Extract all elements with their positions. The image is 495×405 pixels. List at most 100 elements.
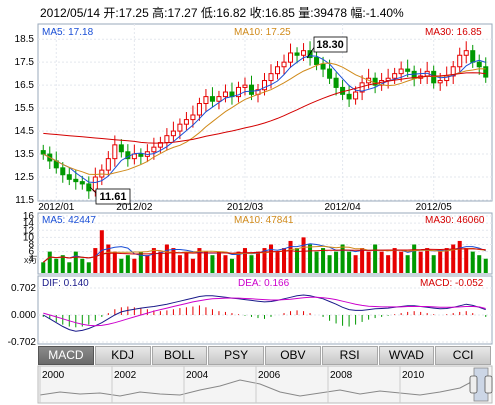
candle-body (353, 91, 359, 100)
volume-ma30-line (42, 248, 486, 263)
change-value: -1.40% (365, 6, 404, 20)
candlestick (125, 144, 131, 167)
price-y-ticks: 18.5 17.5 16.5 15.5 14.5 13.5 12.5 11.5 (15, 34, 35, 206)
price-x-tick-label: 2012/04 (325, 202, 362, 213)
indicator-tabs: MACD KDJ BOLL PSY OBV RSI WVAD CCI (38, 346, 492, 365)
candle-body (242, 84, 248, 88)
volume-y-tick-label: 4 (28, 254, 34, 265)
candlestick (320, 56, 326, 78)
price-ma30-label: MA30: 16.85 (425, 27, 482, 38)
volume-bar (151, 248, 156, 273)
candle-body (79, 181, 85, 185)
candle-body (476, 61, 482, 68)
volume-bar (80, 258, 85, 273)
price-grid (38, 24, 492, 201)
timeline-handle-left[interactable] (469, 375, 478, 394)
volume-bar (431, 255, 436, 273)
candle-body (294, 52, 300, 56)
high-value: 17.27 (167, 6, 198, 20)
candle-body (60, 167, 66, 176)
volume-bar (210, 255, 215, 273)
tab-psy[interactable]: PSY (208, 346, 264, 365)
ma5-line (43, 55, 486, 184)
price-ma10-label: MA10: 17.25 (234, 27, 291, 38)
candle-body (138, 153, 144, 157)
candle-body (112, 144, 118, 160)
candlestick (281, 54, 287, 75)
volume-bar (255, 251, 261, 273)
price-x-tick-label: 2012/01 (38, 202, 75, 213)
candle-body (92, 176, 98, 192)
volume-bar (321, 248, 326, 273)
ma30-line (43, 72, 486, 144)
candle-body (470, 50, 476, 63)
timeline-year-label: 2002 (114, 370, 137, 381)
candlestick (483, 57, 489, 83)
volume-bar (327, 255, 332, 273)
candle-body (372, 77, 378, 86)
price-panel-frame (37, 23, 493, 202)
volume-bar (379, 251, 384, 273)
candle-body (437, 80, 443, 84)
tab-boll[interactable]: BOLL (151, 346, 208, 365)
volume-bar (295, 248, 300, 273)
timeline-year-label: 2000 (42, 370, 65, 381)
candlestick (411, 65, 417, 87)
volume-bar (347, 251, 352, 273)
volume-y-tick-label: 12 (23, 225, 35, 236)
dea-line (43, 296, 486, 327)
volume-bar (262, 248, 267, 273)
candle-body (457, 54, 463, 68)
volume-bar (386, 255, 391, 273)
volume-bar (125, 255, 130, 273)
tab-cci[interactable]: CCI (435, 346, 491, 365)
volume-bar (184, 251, 189, 273)
volume-bar (438, 251, 443, 273)
volume-bar (288, 240, 293, 273)
volume-bar (314, 251, 319, 273)
volume-bar (54, 258, 59, 273)
tab-kdj[interactable]: KDJ (94, 346, 151, 365)
volume-label: 量: (298, 6, 314, 20)
price-y-tick-label: 11.5 (15, 195, 34, 206)
candlestick (79, 175, 85, 190)
volume-bar (138, 251, 143, 273)
tab-macd[interactable]: MACD (38, 346, 94, 365)
macd-y-ticks: 0.702 0.000 -0.702 (8, 283, 37, 348)
candlestick (346, 84, 352, 107)
tab-rsi[interactable]: RSI (321, 346, 378, 365)
volume-bar (282, 248, 287, 273)
candlestick (457, 47, 463, 73)
candlestick (209, 87, 215, 107)
volume-unit: x万 (24, 255, 38, 265)
candlestick (222, 84, 228, 103)
macd-y-tick-label: -0.702 (8, 337, 37, 348)
tab-wvad[interactable]: WVAD (378, 346, 435, 365)
price-y-tick-label: 12.5 (15, 172, 35, 183)
price-ma5-label: MA5: 17.18 (42, 27, 94, 38)
timeline-frame[interactable] (37, 365, 493, 404)
candle-body (288, 52, 294, 63)
volume-bar (93, 248, 98, 273)
candle-body (177, 123, 183, 132)
candle-body (40, 150, 46, 155)
volume-bar (164, 244, 169, 273)
candlestick (398, 61, 404, 82)
open-value: 17.25 (118, 6, 149, 20)
candlestick (216, 90, 222, 110)
candle-body (268, 73, 274, 82)
candlestick (203, 89, 209, 112)
volume-bar (112, 251, 117, 273)
candle-body (392, 73, 398, 79)
volume-bar (334, 251, 339, 273)
candle-body (196, 103, 202, 116)
timeline-handle-right[interactable] (484, 375, 493, 394)
volume-bar (477, 255, 482, 273)
macd-dea-label: DEA: 0.166 (238, 278, 290, 289)
candlestick (294, 47, 300, 64)
tab-obv[interactable]: OBV (265, 346, 321, 365)
close-value: 16.85 (264, 6, 295, 20)
candle-body (346, 93, 352, 100)
